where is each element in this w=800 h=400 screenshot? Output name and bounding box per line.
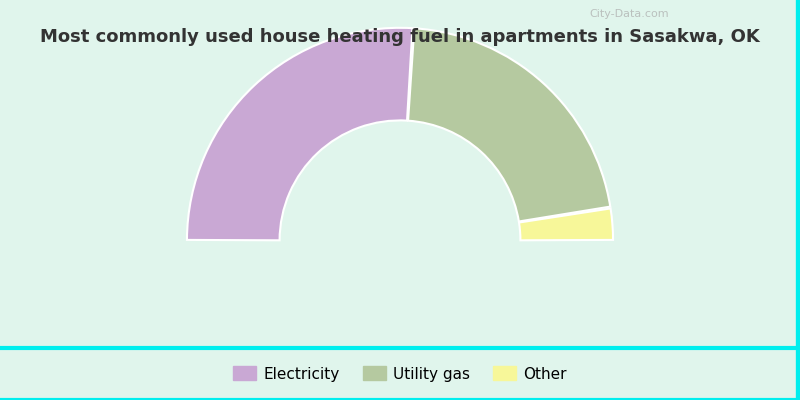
Text: Most commonly used house heating fuel in apartments in Sasakwa, OK: Most commonly used house heating fuel in… [40,28,760,46]
Wedge shape [187,28,413,240]
Text: City-Data.com: City-Data.com [589,9,669,19]
Wedge shape [519,208,613,240]
Wedge shape [408,28,610,222]
Legend: Electricity, Utility gas, Other: Electricity, Utility gas, Other [233,366,567,382]
